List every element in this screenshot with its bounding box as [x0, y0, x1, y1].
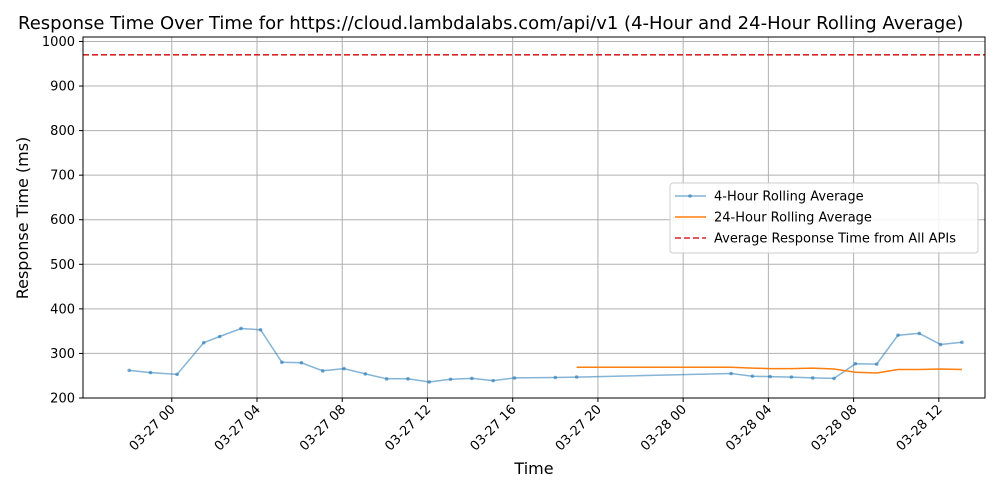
series-4h-point — [553, 375, 558, 380]
legend-24h-label: 24-Hour Rolling Average — [714, 211, 872, 226]
series-4h-point — [148, 370, 153, 375]
legend-average-label: Average Response Time from All APIs — [714, 232, 956, 247]
y-tick-label: 600 — [50, 213, 75, 228]
series-4h-point — [280, 360, 284, 365]
series-4h-point — [384, 377, 389, 381]
plot-frame — [82, 36, 986, 399]
y-tick-label: 700 — [50, 169, 75, 184]
series-4h-point — [750, 374, 755, 378]
legend-4h-swatch-dot — [688, 194, 692, 198]
series-4h-point — [406, 377, 410, 381]
series-24h-line — [576, 366, 962, 374]
series-4h-point — [427, 380, 432, 384]
series-4h-point — [832, 376, 836, 381]
series-4h-point — [320, 369, 325, 373]
series-4h-point — [896, 333, 900, 337]
series-lines — [127, 326, 964, 384]
series-4h-point — [938, 342, 943, 347]
grid — [83, 37, 985, 399]
series-4h-point — [239, 326, 243, 331]
series-4h-point — [768, 374, 772, 379]
y-tick-label: 500 — [50, 258, 75, 273]
legend-4h-label: 4-Hour Rolling Average — [714, 190, 864, 205]
y-tick-label: 400 — [50, 302, 75, 317]
series-4h-point — [175, 372, 179, 377]
y-tick-label: 1000 — [42, 35, 75, 50]
series-4h-point — [217, 334, 222, 339]
series-4h-point — [127, 368, 131, 373]
series-4h-point — [960, 340, 964, 345]
y-tick-label: 800 — [50, 124, 75, 139]
series-4h-point — [201, 340, 206, 345]
y-axis-ticks: 200 300 400 500 600 700 800 900 1000 — [42, 35, 83, 407]
series-4h-point — [258, 328, 263, 332]
series-4h-point — [299, 360, 304, 365]
series-4h-point — [789, 375, 794, 379]
series-4h-point — [363, 372, 368, 376]
x-axis-label: Time — [513, 459, 553, 478]
series-4h-point — [917, 331, 922, 336]
series-4h-point — [729, 371, 733, 376]
series-4h-point — [448, 377, 453, 382]
y-tick-label: 200 — [50, 392, 75, 407]
chart-title: Response Time Over Time for https://clou… — [18, 13, 963, 34]
series-4h-point — [574, 375, 579, 379]
y-tick-label: 900 — [50, 80, 75, 95]
series-4h-point — [874, 362, 879, 366]
y-tick-label: 300 — [50, 347, 75, 362]
series-4h-point — [853, 361, 858, 366]
series-4h-point — [470, 376, 474, 381]
legend-box — [669, 182, 979, 254]
y-axis-label: Response Time (ms) — [13, 137, 32, 300]
series-4h-point — [810, 376, 815, 380]
series-4h-point — [342, 366, 346, 371]
series-4h-point — [512, 376, 517, 380]
series-4h-point — [491, 378, 495, 383]
legend: 4-Hour Rolling Average 24-Hour Rolling Av… — [669, 182, 979, 254]
